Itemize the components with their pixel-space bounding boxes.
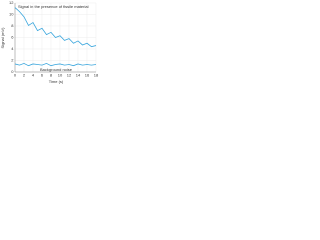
x-tick-label: 6 [41,73,44,78]
y-tick-label: 8 [11,23,14,28]
y-tick-label: 4 [11,46,14,51]
x-axis-label: Time (s) [49,79,64,84]
x-tick-label: 10 [58,73,63,78]
y-tick-label: 10 [9,12,14,17]
x-tick-label: 4 [32,73,35,78]
x-tick-label: 2 [23,73,26,78]
y-tick-label: 2 [11,58,14,63]
series-label: Background noise [40,67,73,72]
y-tick-label: 6 [11,35,14,40]
y-tick-label: 0 [11,69,14,74]
x-tick-label: 16 [85,73,90,78]
series-line [14,7,97,48]
chart: Signal (mV) Time (s) 0 2 4 6 8 10 12 0 2 4 6 8 10 12 1… [0,0,99,84]
x-tick-label: 8 [50,73,53,78]
y-axis-label: Signal (mV) [0,27,5,49]
x-tick-label: 0 [14,73,17,78]
series-line [14,62,97,67]
x-tick-label: 18 [94,73,99,78]
x-tick-label: 12 [67,73,72,78]
y-tick-label: 12 [9,0,14,5]
x-tick-label: 14 [76,73,81,78]
series-label: Signal in the presence of fissile materi… [18,4,89,9]
